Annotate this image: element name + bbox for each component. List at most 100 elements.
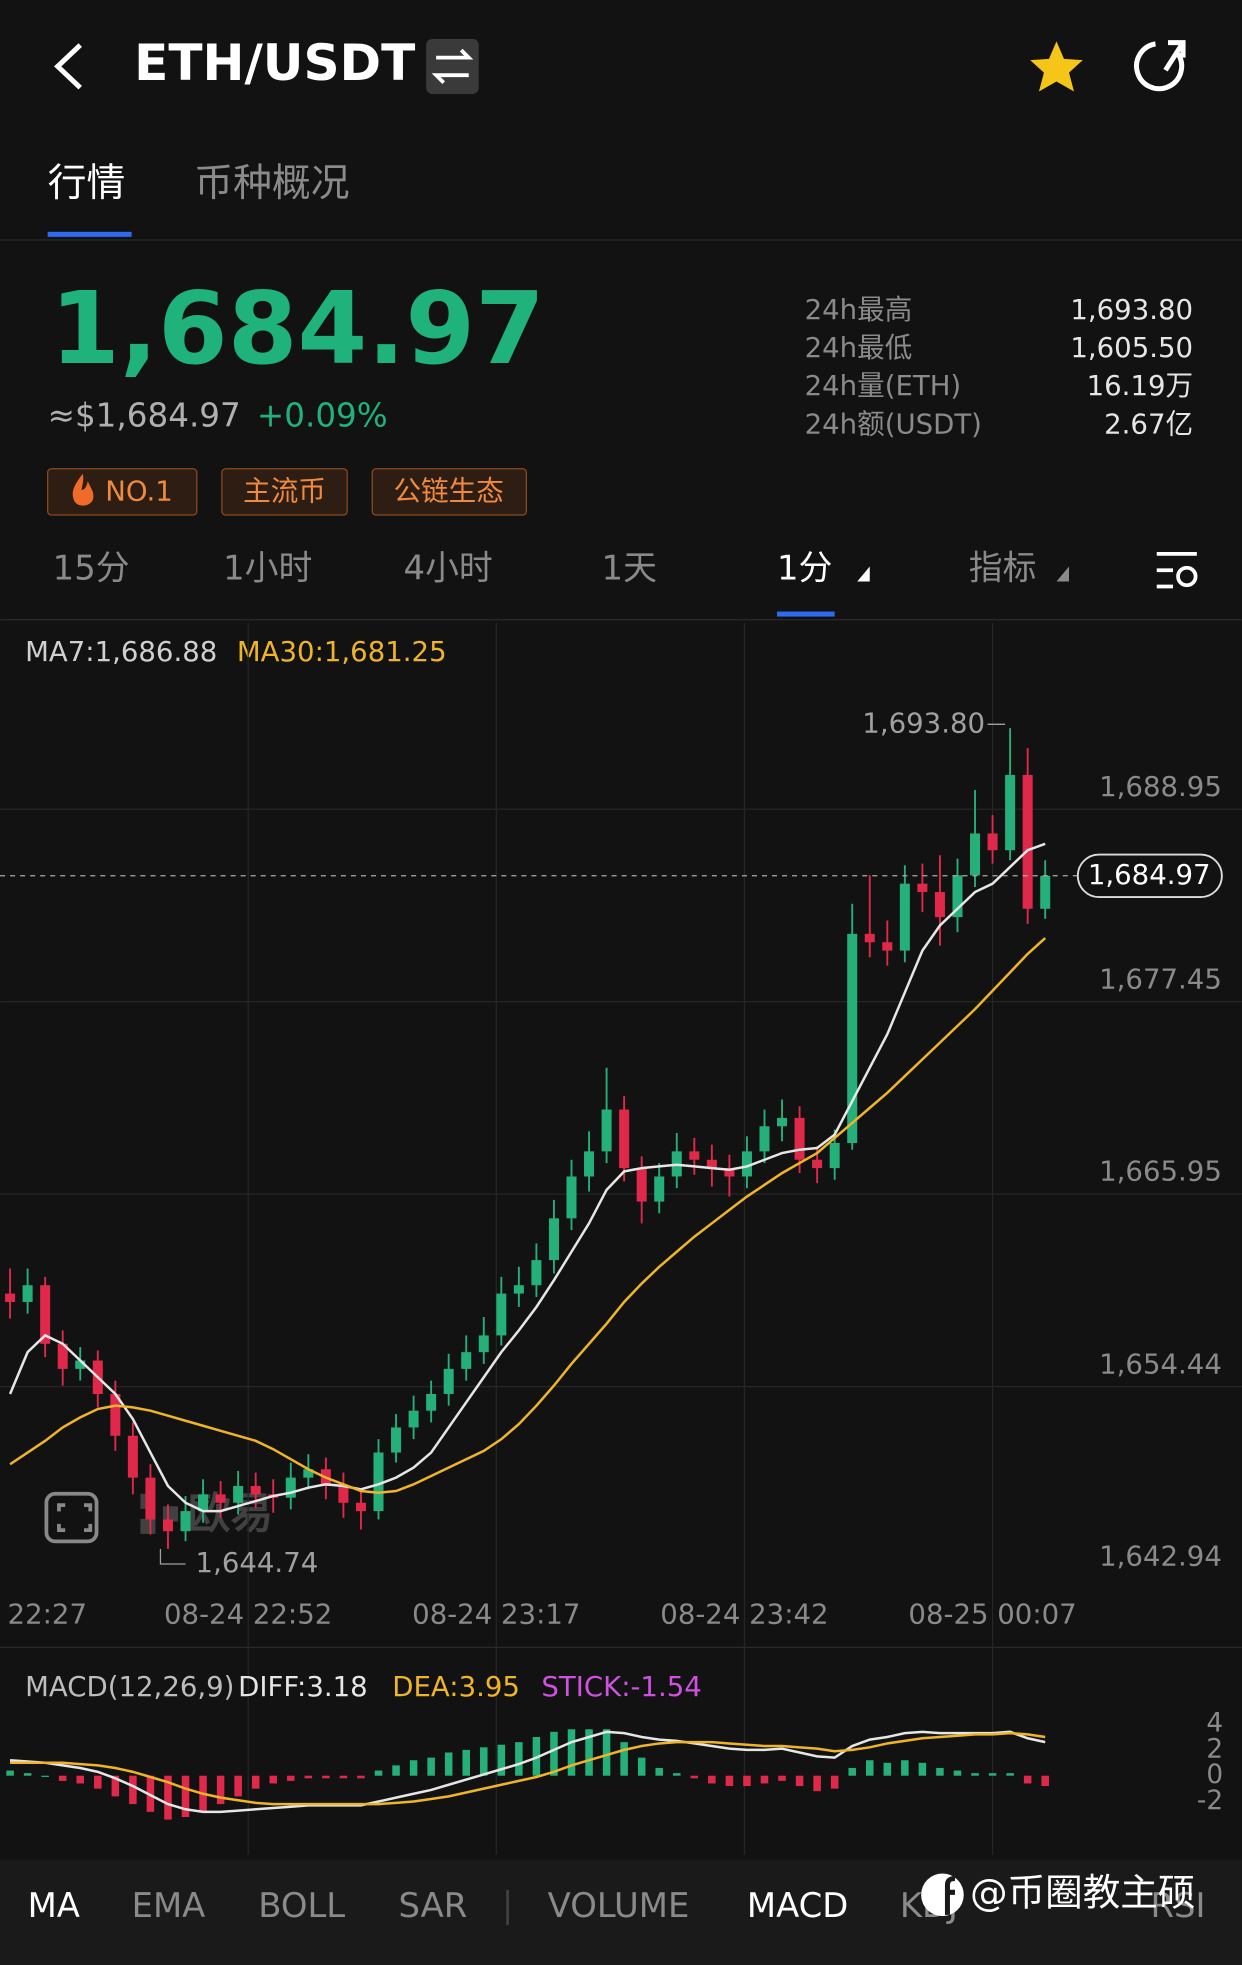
candle-body: [952, 875, 963, 918]
macd-bar: [374, 1770, 383, 1776]
macd-bar: [339, 1775, 348, 1779]
candle-body: [654, 1176, 665, 1202]
back-button[interactable]: [54, 43, 82, 90]
macd-bar: [6, 1770, 14, 1776]
candle-body: [233, 1485, 244, 1503]
candle-body: [724, 1168, 735, 1177]
indicator-tab[interactable]: VOLUME: [548, 1886, 690, 1925]
indicator-menu[interactable]: 指标: [969, 549, 1037, 588]
macd-bar: [725, 1775, 734, 1787]
fullscreen-button[interactable]: [44, 1491, 99, 1544]
macd-bar: [23, 1773, 32, 1776]
candle-body: [566, 1176, 577, 1219]
tag[interactable]: 公链生态: [371, 468, 528, 516]
candle-body: [461, 1352, 472, 1369]
macd-bar: [1006, 1773, 1014, 1776]
macd-line: [10, 1731, 1046, 1806]
indicator-tab[interactable]: SAR: [399, 1886, 468, 1925]
fiat-price: ≈$1,684.97: [48, 396, 241, 434]
macd-bar: [164, 1775, 172, 1820]
watermark: @币圈教主硕: [921, 1870, 1195, 1917]
macd-bar: [813, 1775, 821, 1792]
macd-bar: [480, 1747, 488, 1776]
macd-bar: [251, 1775, 260, 1789]
macd-bar: [620, 1742, 628, 1776]
stat-label: 24h最高: [805, 293, 913, 326]
timeframe-underline: [777, 611, 835, 617]
indicator-tab[interactable]: RSI: [1150, 1886, 1205, 1925]
macd-bar: [971, 1773, 979, 1776]
swap-button[interactable]: [426, 38, 479, 94]
pair-title: ETH/USDT: [134, 33, 415, 92]
stat-value: 1,605.50: [1070, 331, 1193, 364]
y-tick-label: 1,654.44: [1099, 1347, 1222, 1380]
timeframe[interactable]: 1天: [602, 549, 657, 588]
macd-bar: [462, 1749, 470, 1776]
macd-legend: DIFF:3.18: [238, 1670, 368, 1703]
svg-text:@币圈教主硕: @币圈教主硕: [970, 1870, 1195, 1914]
candle-body: [180, 1511, 191, 1532]
candle-body: [355, 1502, 366, 1512]
chart-settings[interactable]: [1156, 552, 1198, 589]
candle-body: [338, 1485, 349, 1503]
indicator-tab[interactable]: EMA: [132, 1886, 206, 1925]
tag[interactable]: NO.1: [47, 468, 198, 516]
x-tick-label: 22:27: [8, 1597, 87, 1630]
favorite-star[interactable]: [1030, 41, 1083, 92]
indicator-tab[interactable]: MACD: [747, 1886, 848, 1925]
indicator-bar: [0, 1859, 1242, 1965]
macd-bar: [181, 1775, 190, 1818]
dropdown-arrow: [857, 566, 870, 582]
timeframe[interactable]: 1小时: [223, 549, 312, 588]
stat-value: 2.67亿: [1104, 407, 1193, 440]
candle-body: [443, 1368, 454, 1394]
macd-bar: [848, 1767, 856, 1776]
macd-bar: [953, 1770, 962, 1776]
candle-body: [40, 1285, 51, 1344]
macd-bar: [567, 1729, 576, 1776]
svg-text:公链生态: 公链生态: [394, 475, 504, 508]
x-tick-label: 08-24 23:17: [412, 1597, 580, 1630]
candle-body: [198, 1494, 209, 1512]
macd-bar: [865, 1760, 874, 1776]
macd-bar: [427, 1757, 435, 1776]
candle-body: [636, 1168, 647, 1202]
macd-bar: [409, 1760, 418, 1776]
macd-bar: [497, 1744, 506, 1776]
macd-tick-label: 2: [1206, 1734, 1223, 1764]
low-label: 1,644.74: [196, 1546, 319, 1579]
divider: [0, 239, 1242, 241]
timeframe[interactable]: 4小时: [404, 549, 493, 588]
macd-bar: [936, 1767, 944, 1776]
y-tick-label: 1,688.95: [1099, 770, 1222, 803]
share-button[interactable]: [1134, 40, 1186, 92]
macd-bar: [129, 1775, 137, 1805]
tag[interactable]: 主流币: [221, 468, 348, 516]
macd-bar: [988, 1773, 997, 1776]
macd-bar: [111, 1775, 120, 1797]
candle-body: [899, 883, 910, 951]
candle-body: [408, 1410, 419, 1428]
macd-bar: [690, 1775, 699, 1779]
tab-market[interactable]: 行情: [48, 161, 126, 206]
candle-body: [548, 1218, 559, 1261]
macd-tick-label: 0: [1206, 1760, 1223, 1790]
candle-body: [706, 1159, 717, 1169]
candle-body: [373, 1452, 384, 1512]
candle-body: [162, 1519, 173, 1532]
candle-body: [987, 833, 998, 851]
svg-text:NO.1: NO.1: [105, 475, 173, 508]
timeframe[interactable]: 15分: [53, 549, 130, 588]
macd-legend: DEA:3.95: [392, 1670, 520, 1703]
candle-body: [215, 1494, 226, 1503]
candle-body: [829, 1143, 840, 1169]
indicator-tab[interactable]: MA: [28, 1886, 80, 1925]
timeframe-active[interactable]: 1分: [777, 549, 832, 588]
candle-body: [1022, 774, 1033, 909]
candle-body: [970, 833, 981, 876]
tab-overview[interactable]: 币种概况: [194, 161, 349, 206]
last-price: 1,684.97: [50, 270, 545, 387]
indicator-tab[interactable]: BOLL: [258, 1886, 345, 1925]
